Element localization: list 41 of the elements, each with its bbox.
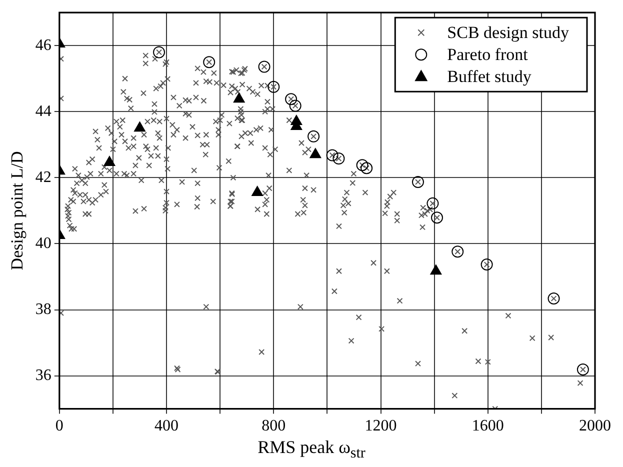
point xyxy=(252,186,263,196)
point xyxy=(431,212,443,224)
point xyxy=(203,56,216,68)
y-tick-label: 46 xyxy=(35,36,52,54)
point xyxy=(289,100,302,112)
y-axis-title: Design point L/D xyxy=(8,151,27,270)
point xyxy=(332,152,345,165)
legend-label: Pareto front xyxy=(447,45,528,64)
point xyxy=(285,93,298,106)
x-tick-label: 2000 xyxy=(579,418,611,435)
point xyxy=(356,159,368,172)
y-tick-label: 44 xyxy=(35,102,52,120)
point xyxy=(268,80,280,93)
point xyxy=(430,264,442,275)
point xyxy=(104,156,116,166)
point xyxy=(360,162,373,174)
point xyxy=(310,148,322,158)
x-tick-label: 800 xyxy=(262,418,286,435)
point xyxy=(426,197,439,210)
point xyxy=(134,122,146,132)
x-tick-label: 1200 xyxy=(364,418,397,435)
y-tick-label: 38 xyxy=(35,300,52,318)
legend-label: Buffet study xyxy=(447,67,532,86)
y-tick-label: 40 xyxy=(35,234,52,252)
point xyxy=(326,149,338,162)
x-tick-label: 1600 xyxy=(472,418,504,435)
x-tick-label: 0 xyxy=(55,418,64,435)
point xyxy=(480,258,493,271)
legend-label: SCB design study xyxy=(447,23,570,42)
y-tick-label: 36 xyxy=(35,366,52,384)
x-axis-title: RMS peak ω$_{str}$ xyxy=(256,437,366,463)
point xyxy=(233,92,245,103)
point xyxy=(153,46,166,58)
point xyxy=(308,130,320,142)
x-tick-label: 400 xyxy=(154,418,179,435)
point xyxy=(452,246,464,258)
y-tick-label: 42 xyxy=(35,168,52,186)
point xyxy=(258,60,270,73)
point xyxy=(576,364,589,376)
point xyxy=(548,292,560,305)
point xyxy=(412,176,424,188)
